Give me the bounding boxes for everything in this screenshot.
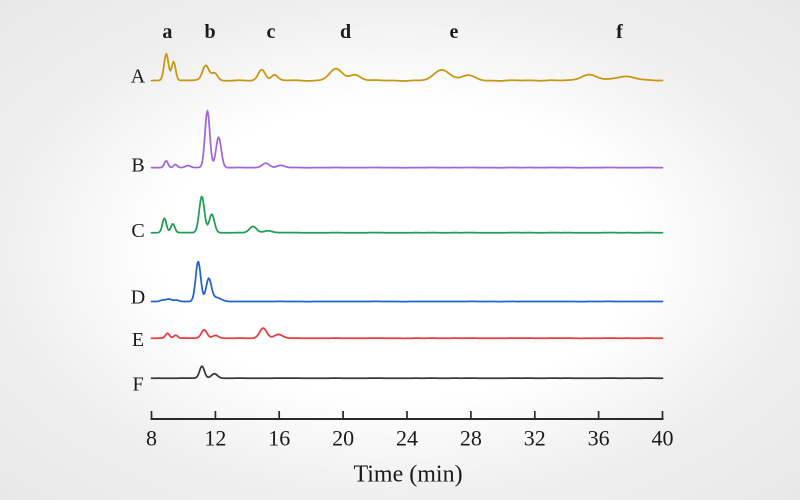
svg-text:20: 20 (332, 426, 354, 451)
svg-text:d: d (340, 21, 351, 43)
svg-text:8: 8 (146, 426, 157, 451)
svg-text:28: 28 (460, 426, 482, 451)
svg-text:b: b (204, 21, 215, 43)
svg-text:a: a (162, 21, 172, 43)
svg-text:E: E (132, 329, 144, 351)
svg-text:f: f (616, 21, 623, 43)
svg-text:D: D (131, 286, 145, 308)
svg-text:e: e (450, 21, 459, 43)
svg-text:c: c (267, 21, 276, 43)
svg-text:12: 12 (204, 426, 226, 451)
svg-text:C: C (131, 220, 144, 242)
svg-text:Time (min): Time (min) (353, 462, 462, 488)
svg-text:16: 16 (268, 426, 290, 451)
svg-text:36: 36 (588, 426, 610, 451)
svg-text:24: 24 (396, 426, 418, 451)
svg-text:A: A (131, 66, 146, 88)
svg-text:32: 32 (524, 426, 546, 451)
svg-text:40: 40 (652, 426, 674, 451)
svg-text:F: F (132, 373, 143, 395)
svg-text:B: B (131, 155, 144, 177)
